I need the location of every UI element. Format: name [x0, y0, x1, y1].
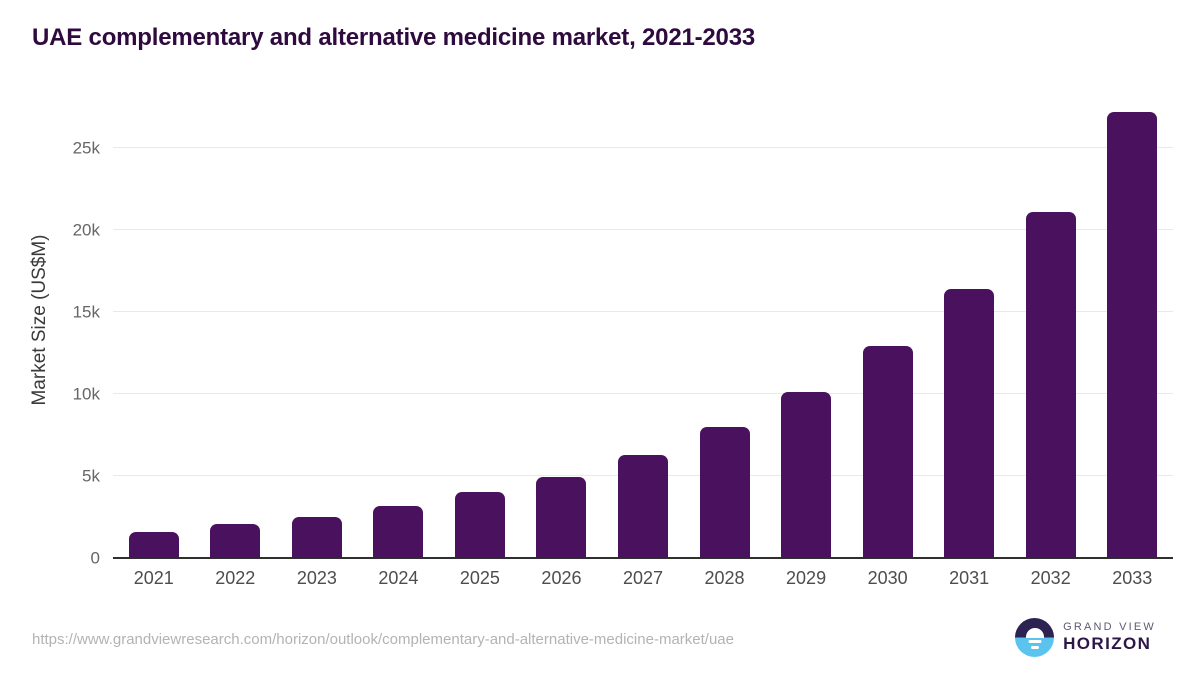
- x-tick-label-2030: 2030: [867, 568, 908, 588]
- bar-2024: [373, 506, 424, 558]
- x-tick-label-2028: 2028: [704, 568, 745, 588]
- y-tick-label-25k: 25k: [72, 138, 100, 158]
- x-axis-line: [113, 557, 1173, 559]
- x-tick-label-2022: 2022: [215, 568, 256, 588]
- y-tick-label-20k: 20k: [72, 220, 100, 240]
- logo-text-horizon: HORIZON: [1063, 634, 1152, 654]
- gridline-25k: [113, 146, 1173, 148]
- logo-text-grand-view: GRAND VIEW: [1063, 621, 1156, 634]
- x-tick-label-2029: 2029: [786, 568, 827, 588]
- bar-2025: [454, 492, 505, 558]
- source-url: https://www.grandviewresearch.com/horizo…: [32, 631, 734, 648]
- bar-2031: [944, 288, 995, 558]
- x-tick-label-2024: 2024: [378, 568, 419, 588]
- chart-title: UAE complementary and alternative medici…: [32, 24, 756, 51]
- x-tick-label-2027: 2027: [622, 568, 664, 588]
- y-tick-label-5k: 5k: [82, 466, 100, 486]
- bar-2029: [781, 392, 832, 558]
- bar-2027: [618, 454, 668, 558]
- bar-2033: [1107, 112, 1158, 558]
- x-tick-label-2021: 2021: [133, 568, 174, 588]
- gridline-10k: [113, 392, 1173, 394]
- x-tick-label-2023: 2023: [296, 568, 337, 588]
- logo-reflection-line-2: [1030, 645, 1039, 649]
- x-tick-label-2026: 2026: [541, 568, 582, 588]
- bar-2030: [862, 346, 913, 558]
- y-tick-label-10k: 10k: [72, 384, 100, 404]
- bar-2026: [536, 476, 587, 558]
- grand-view-horizon-logo: GRAND VIEW HORIZON: [1015, 618, 1156, 657]
- gridline-20k: [113, 228, 1173, 230]
- x-tick-label-2032: 2032: [1030, 568, 1071, 588]
- y-tick-label-15k: 15k: [72, 302, 100, 322]
- y-tick-label-0: 0: [90, 548, 100, 568]
- gridline-15k: [113, 310, 1173, 312]
- bar-2021: [128, 531, 179, 558]
- bar-2023: [291, 516, 342, 558]
- x-tick-label-2031: 2031: [949, 568, 990, 588]
- logo-text: GRAND VIEW HORIZON: [1063, 621, 1156, 653]
- bar-chart-plot: 0 5k 10k 15k 20k 25k 2021 2022 2023 2024 2025 2026 2…: [73, 105, 1173, 588]
- x-tick-label-2033: 2033: [1112, 568, 1153, 588]
- bar-2022: [210, 524, 261, 558]
- sunrise-logo-icon: [1015, 618, 1055, 657]
- logo-reflection-line-1: [1028, 640, 1042, 643]
- x-tick-label-2025: 2025: [459, 568, 500, 588]
- logo-sun-dome: [1025, 628, 1044, 638]
- bar-2032: [1025, 211, 1076, 558]
- bar-2028: [699, 426, 750, 558]
